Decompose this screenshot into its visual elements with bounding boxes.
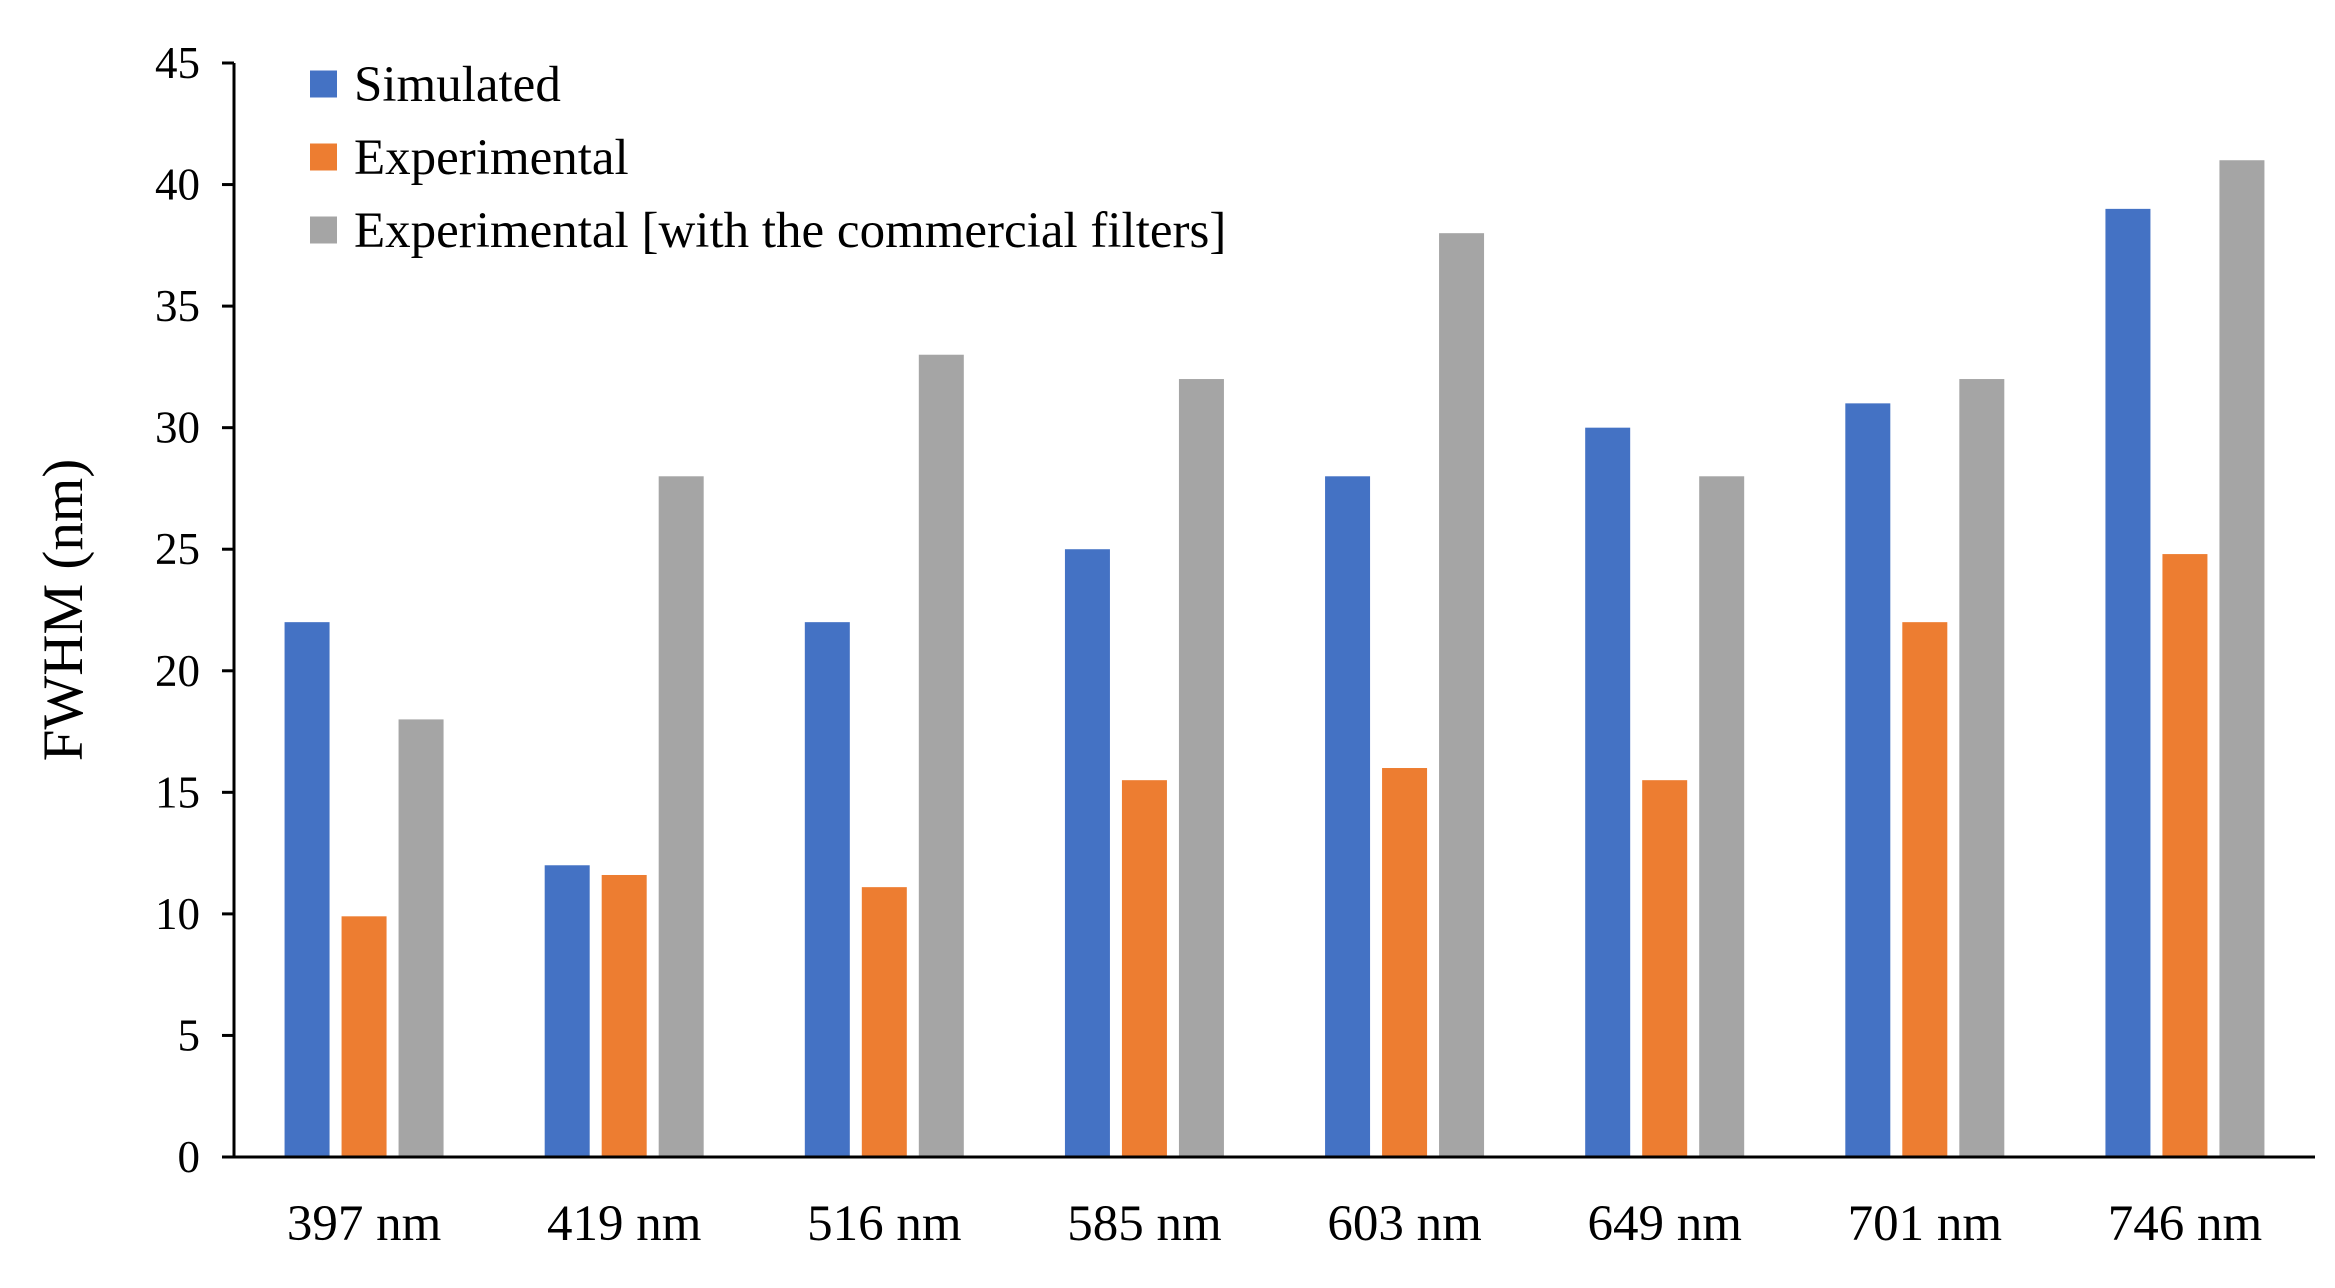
- legend-label: Experimental: [354, 130, 629, 186]
- bar-experimental-585-nm: [1121, 780, 1167, 1157]
- legend-swatch: [310, 143, 337, 171]
- bar-experimental-with-the-commercial-filters-746-nm: [2219, 160, 2265, 1158]
- y-tick-label: 40: [155, 160, 200, 210]
- bar-simulated-419-nm: [544, 865, 590, 1157]
- bar-experimental-with-the-commercial-filters-603-nm: [1439, 233, 1485, 1157]
- bar-simulated-516-nm: [804, 622, 850, 1157]
- bar-experimental-with-the-commercial-filters-585-nm: [1178, 379, 1224, 1157]
- bar-experimental-with-the-commercial-filters-419-nm: [658, 476, 704, 1157]
- y-tick-label: 10: [155, 889, 200, 939]
- x-tick-label: 701 nm: [1848, 1196, 2002, 1252]
- bar-simulated-397-nm: [284, 622, 330, 1157]
- legend-label: Simulated: [354, 57, 561, 113]
- x-category-labels: 397 nm 419 nm 516 nm 585 nm 603 nm 649 nm 701 …: [287, 1196, 2262, 1252]
- y-tick-label: 25: [155, 524, 200, 574]
- bar-experimental-649-nm: [1642, 780, 1688, 1157]
- legend: Simulated Experimental Experimental [with …: [310, 57, 1226, 259]
- x-tick-label: 746 nm: [2108, 1196, 2262, 1252]
- bar-experimental-516-nm: [861, 887, 907, 1157]
- legend-swatch: [310, 70, 337, 98]
- bar-simulated-649-nm: [1585, 427, 1631, 1157]
- x-tick-label: 516 nm: [807, 1196, 961, 1252]
- bar-experimental-with-the-commercial-filters-397-nm: [398, 719, 444, 1157]
- bar-simulated-585-nm: [1064, 549, 1110, 1157]
- x-tick-label: 397 nm: [287, 1196, 441, 1252]
- x-tick-label: 649 nm: [1587, 1196, 1741, 1252]
- y-axis-title: FWHM (nm): [32, 459, 95, 761]
- y-tick-label: 5: [178, 1010, 201, 1060]
- y-tick-label: 20: [155, 646, 200, 696]
- bar-simulated-701-nm: [1845, 403, 1891, 1157]
- bar-simulated-603-nm: [1325, 476, 1371, 1157]
- y-tick-label: 15: [155, 767, 200, 817]
- x-tick-label: 585 nm: [1067, 1196, 1221, 1252]
- legend-label: Experimental [with the commercial filter…: [354, 203, 1226, 259]
- bar-experimental-603-nm: [1382, 768, 1428, 1157]
- x-tick-label: 419 nm: [547, 1196, 701, 1252]
- y-tick-labels: 0 5 10 15 20 25 30 35 40 45: [155, 38, 234, 1182]
- y-tick-label: 30: [155, 403, 200, 453]
- y-tick-label: 35: [155, 281, 200, 331]
- bar-experimental-397-nm: [341, 916, 387, 1157]
- legend-swatch: [310, 216, 337, 244]
- y-tick-label: 0: [178, 1132, 201, 1182]
- bar-experimental-with-the-commercial-filters-649-nm: [1699, 476, 1745, 1157]
- bar-experimental-701-nm: [1902, 622, 1948, 1157]
- x-tick-label: 603 nm: [1327, 1196, 1481, 1252]
- bar-experimental-419-nm: [601, 874, 647, 1157]
- bar-experimental-with-the-commercial-filters-701-nm: [1959, 379, 2005, 1157]
- bar-experimental-with-the-commercial-filters-516-nm: [918, 354, 964, 1158]
- bars-layer: [284, 160, 2265, 1158]
- bar-experimental-746-nm: [2162, 554, 2208, 1157]
- bar-simulated-746-nm: [2105, 208, 2151, 1157]
- axes-layer: [232, 63, 2315, 1159]
- y-tick-label: 45: [155, 38, 200, 88]
